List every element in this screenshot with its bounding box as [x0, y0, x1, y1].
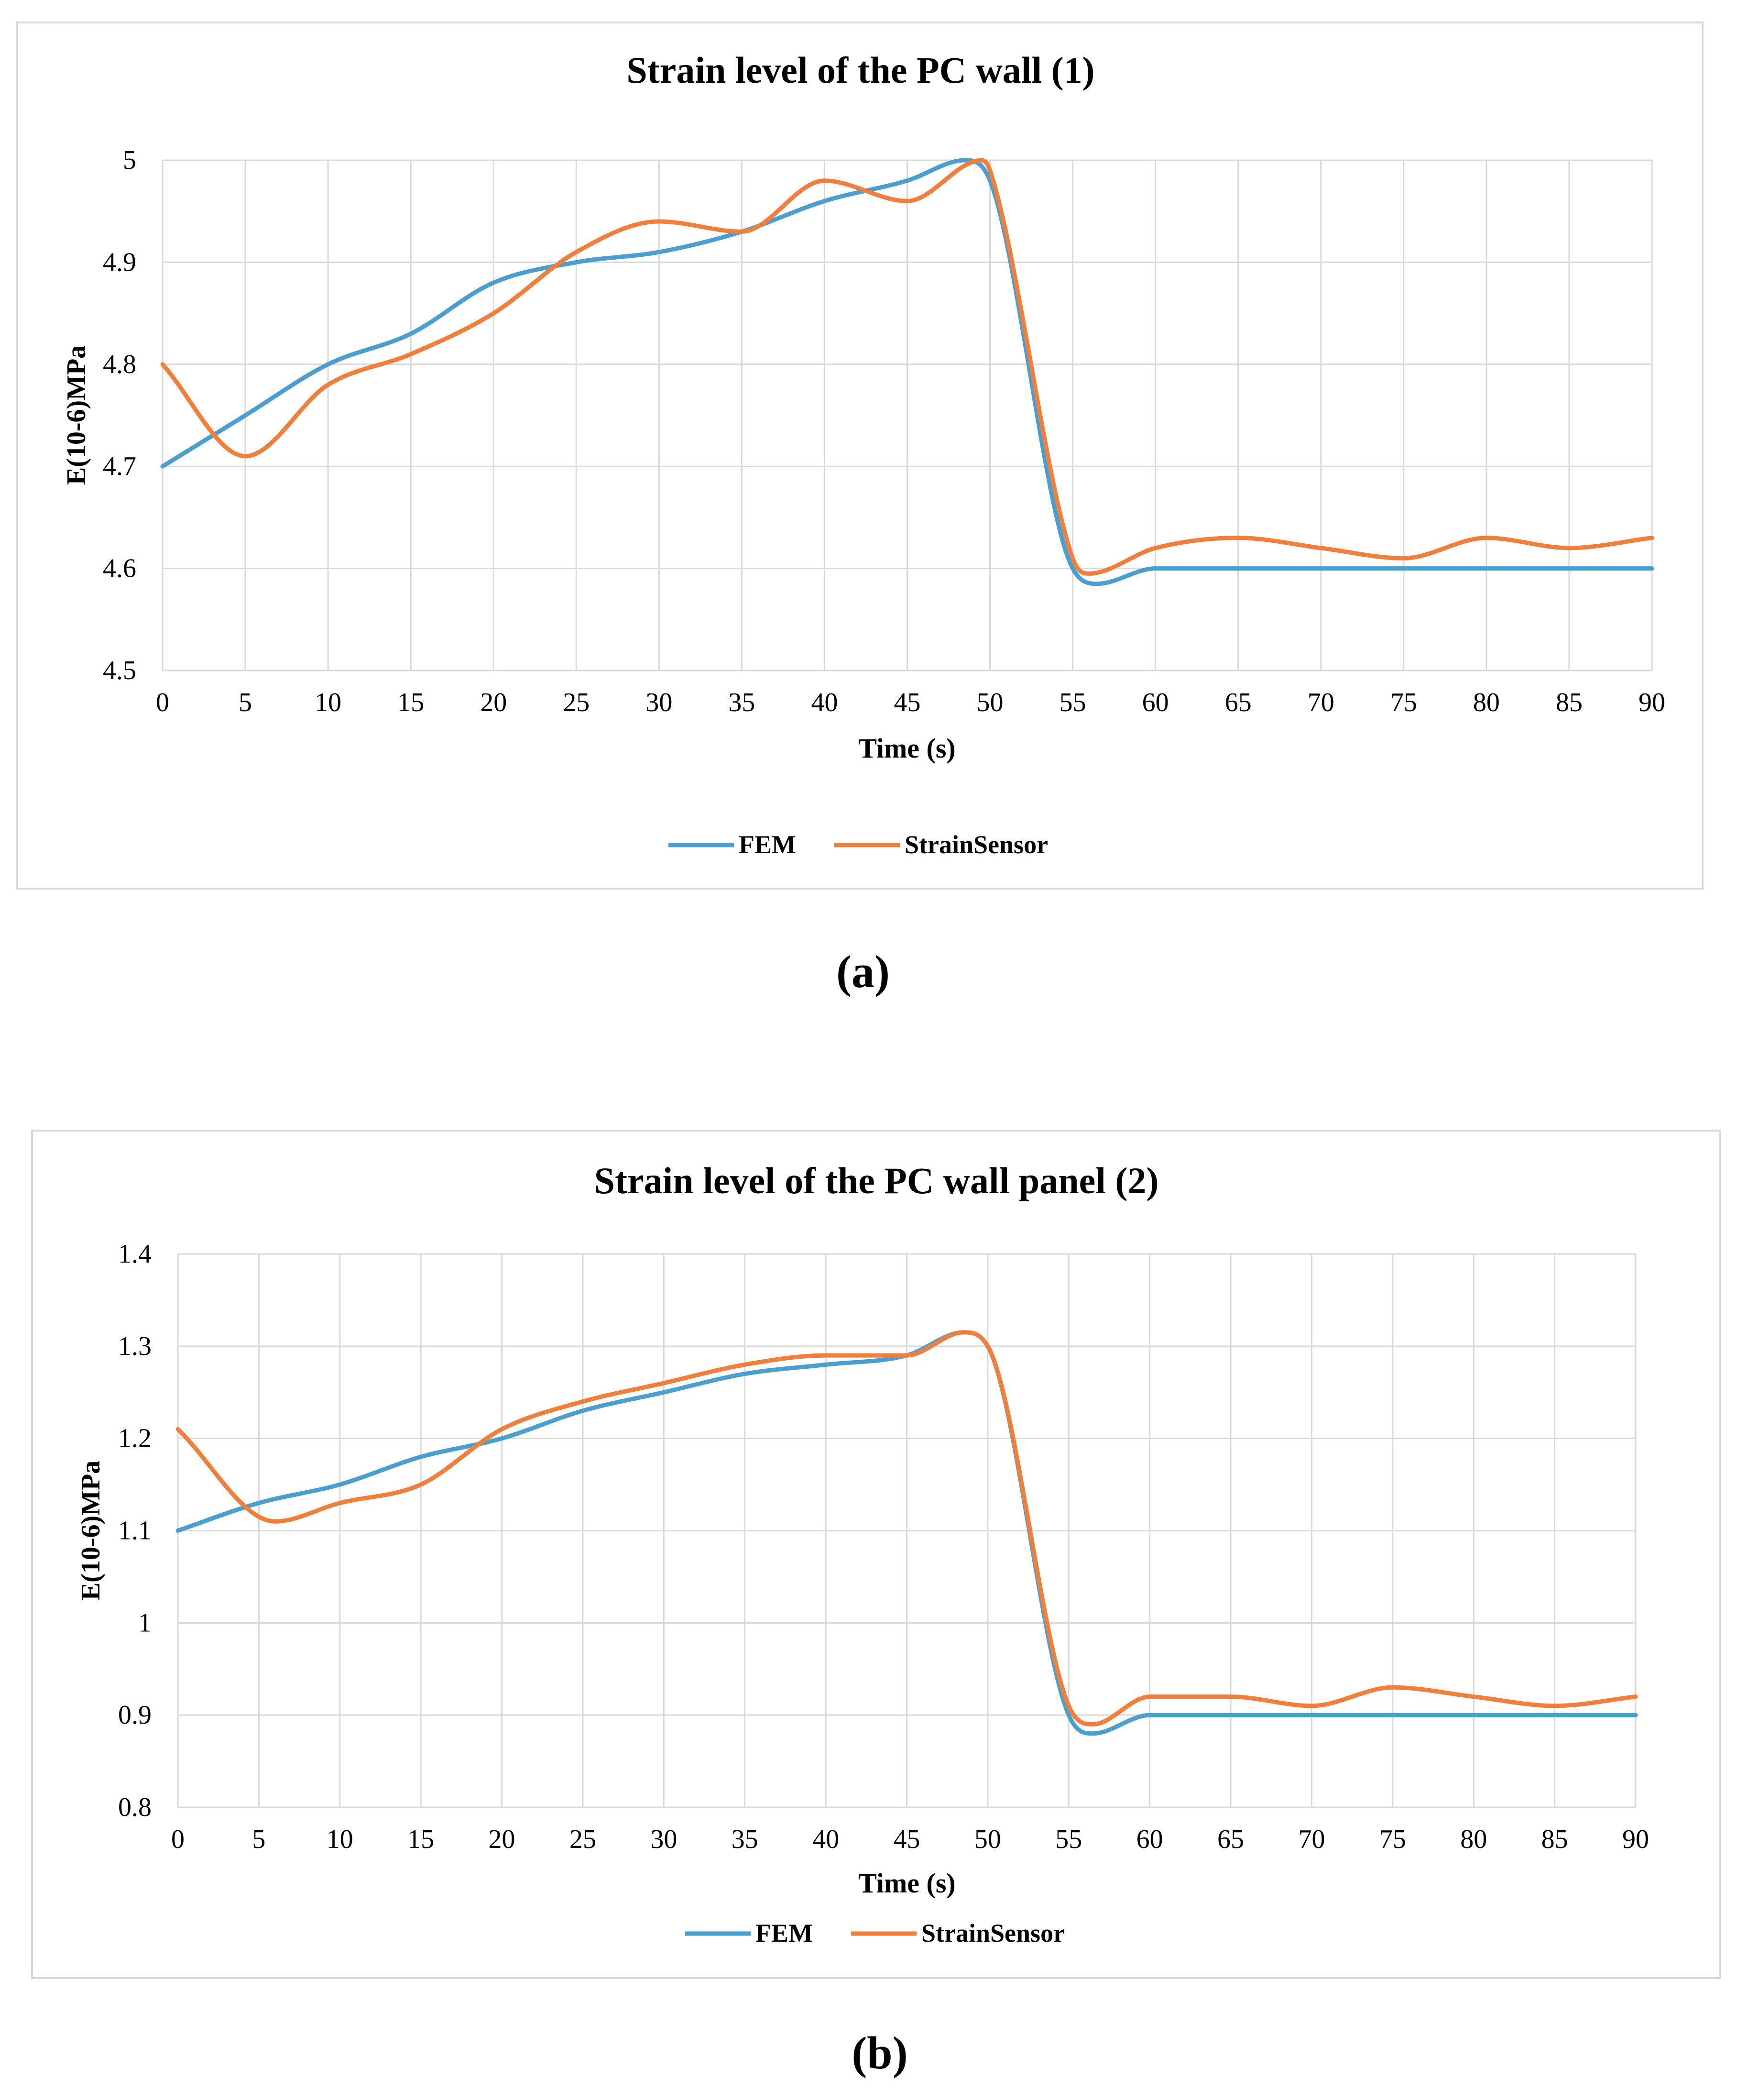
chart-b-x-tick-label: 35 [732, 1825, 758, 1854]
chart-a-y-ticks: 4.5 4.6 4.7 4.8 4.9 5 [103, 145, 136, 685]
chart-b-y-tick-label: 1.3 [118, 1331, 152, 1361]
chart-a-x-tick-label: 60 [1142, 688, 1169, 717]
chart-a-y-tick-label: 5 [123, 145, 136, 175]
chart-b-x-axis-label: Time (s) [858, 1868, 956, 1899]
chart-a-x-tick-label: 80 [1473, 688, 1500, 717]
chart-b-title: Strain level of the PC wall panel (2) [594, 1160, 1159, 1201]
chart-b-y-axis-label: E(10-6)MPa [76, 1461, 106, 1600]
chart-a-legend: FEM StrainSensor [668, 830, 1048, 859]
chart-a-y-tick-label: 4.8 [103, 350, 136, 379]
chart-b-legend-label-fem: FEM [755, 1919, 813, 1947]
chart-b-series [175, 1330, 1638, 1736]
chart-b-legend: FEM StrainSensor [685, 1919, 1065, 1947]
chart-a-y-axis-label: E(10-6)MPa [62, 345, 91, 485]
chart-a-y-tick-label: 4.9 [103, 247, 136, 277]
chart-a-x-tick-label: 5 [239, 688, 252, 717]
chart-b-x-tick-label: 5 [252, 1825, 265, 1854]
chart-a-legend-label-fem: FEM [739, 830, 796, 859]
chart-b-x-ticks: 0 5 10 15 20 25 30 35 40 45 50 55 60 65 70 75 80 85 90 [171, 1825, 1649, 1854]
chart-b-x-tick-label: 15 [407, 1825, 434, 1854]
chart-b-x-tick-label: 85 [1541, 1825, 1568, 1854]
chart-b-y-tick-label: 0.9 [118, 1700, 152, 1730]
chart-b-x-tick-label: 70 [1298, 1825, 1325, 1854]
chart-a-legend-label-strain-sensor: StrainSensor [905, 830, 1048, 859]
chart-b-x-tick-label: 75 [1379, 1825, 1406, 1854]
chart-b-x-tick-label: 90 [1622, 1825, 1649, 1854]
chart-a-frame [16, 22, 1704, 890]
chart-a: Strain level of the PC wall (1) 4.54.64.… [16, 22, 1704, 890]
chart-b-x-tick-label: 25 [569, 1825, 596, 1854]
chart-a-x-tick-label: 10 [315, 688, 341, 717]
chart-a-x-axis-label: Time (s) [858, 733, 956, 764]
chart-a-x-tick-label: 70 [1308, 688, 1334, 717]
chart-b-x-tick-label: 55 [1055, 1825, 1082, 1854]
chart-b-y-tick-label: 1 [138, 1608, 152, 1638]
chart-b-x-tick-label: 60 [1136, 1825, 1163, 1854]
chart-a-x-tick-label: 40 [811, 688, 838, 717]
chart-b-x-tick-label: 10 [327, 1825, 353, 1854]
chart-b-x-tick-label: 65 [1217, 1825, 1244, 1854]
chart-b-x-tick-label: 45 [894, 1825, 920, 1854]
chart-a-y-tick-label: 4.6 [103, 554, 136, 583]
chart-a-x-tick-label: 65 [1225, 688, 1252, 717]
chart-b-y-tick-label: 1.4 [118, 1239, 152, 1269]
chart-b-y-tick-label: 1.2 [118, 1424, 152, 1453]
chart-a-x-tick-label: 85 [1556, 688, 1583, 717]
chart-a-x-tick-label: 20 [480, 688, 507, 717]
chart-b-x-tick-label: 0 [171, 1825, 185, 1854]
chart-b-legend-label-strain-sensor: StrainSensor [921, 1919, 1065, 1947]
chart-a-x-tick-label: 50 [977, 688, 1004, 717]
chart-a-series [160, 158, 1654, 586]
chart-b: Strain level of the PC wall panel (2) 0.… [31, 1130, 1721, 1979]
chart-b-y-tick-label: 1.1 [118, 1516, 152, 1546]
chart-a-title: Strain level of the PC wall (1) [626, 49, 1094, 91]
chart-a-y-tick-label: 4.7 [103, 451, 136, 481]
chart-a-x-tick-label: 75 [1390, 688, 1417, 717]
chart-a-x-tick-label: 55 [1060, 688, 1086, 717]
chart-a-series-line-fem [160, 158, 1654, 586]
chart-a-gridlines [162, 159, 1653, 671]
chart-b-x-tick-label: 30 [650, 1825, 677, 1854]
chart-a-x-tick-label: 25 [563, 688, 590, 717]
chart-b-x-tick-label: 80 [1460, 1825, 1487, 1854]
chart-a-x-ticks: 0 5 10 15 20 25 30 35 40 45 50 55 60 65 70 75 80 85 90 [156, 688, 1665, 717]
chart-a-x-tick-label: 0 [156, 688, 169, 717]
chart-a-x-tick-label: 15 [397, 688, 424, 717]
chart-a-x-tick-label: 35 [728, 688, 755, 717]
caption-b: (b) [852, 2027, 907, 2078]
chart-b-y-tick-label: 0.8 [118, 1792, 152, 1822]
chart-b-x-tick-label: 40 [812, 1825, 839, 1854]
chart-b-series-line-strain-sensor [175, 1330, 1638, 1726]
chart-a-x-tick-label: 45 [894, 688, 921, 717]
chart-a-x-tick-label: 30 [645, 688, 672, 717]
chart-b-x-tick-label: 50 [974, 1825, 1001, 1854]
chart-b-y-ticks: 0.8 0.9 1 1.1 1.2 1.3 1.4 [118, 1239, 152, 1822]
chart-b-frame [31, 1130, 1721, 1979]
caption-a: (a) [836, 946, 890, 997]
chart-a-y-tick-label: 4.5 [103, 656, 136, 685]
chart-a-series-line-strain-sensor [160, 158, 1654, 576]
chart-b-x-tick-label: 20 [489, 1825, 515, 1854]
chart-a-x-tick-label: 90 [1639, 688, 1665, 717]
